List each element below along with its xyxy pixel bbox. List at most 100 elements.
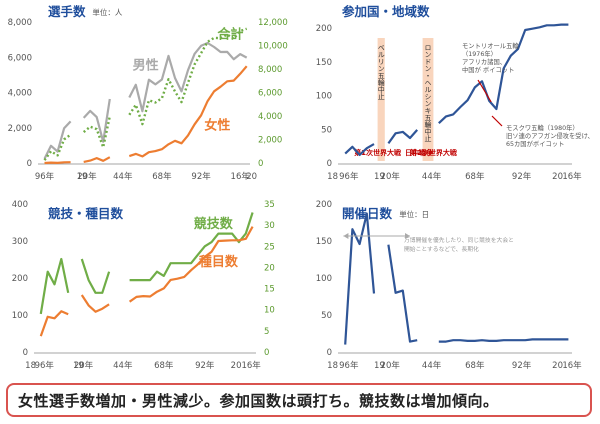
x-tick-label: 18 bbox=[327, 361, 338, 371]
y-tick-label-left: 0 bbox=[27, 159, 32, 169]
series-line bbox=[80, 294, 110, 313]
x-tick-label: 19 bbox=[77, 172, 88, 182]
series-line bbox=[387, 244, 418, 343]
x-tick-label: 44年 bbox=[113, 360, 133, 371]
x-tick-label: 18 bbox=[327, 172, 338, 182]
y-tick-label-left: 4,000 bbox=[8, 89, 32, 99]
x-tick-label: 96年 bbox=[35, 360, 55, 371]
war-band-label: ベルリン五輪中止 bbox=[377, 44, 385, 100]
y-tick-label-left: 150 bbox=[316, 58, 332, 68]
y-tick-label-left: 6,000 bbox=[8, 53, 32, 63]
y-tick-label-left: 0 bbox=[327, 348, 332, 358]
war-band bbox=[422, 38, 434, 161]
series-line bbox=[344, 212, 376, 345]
countries-chart-panel: 参加国・地域数 0 50 100 150 200 18 96年 19 20年 44年 68年 92年 20… bbox=[300, 0, 600, 192]
y-tick-label-left: 100 bbox=[12, 311, 28, 321]
y-tick-label-right: 4,000 bbox=[258, 112, 282, 122]
x-tick-label: 92年 bbox=[512, 360, 532, 371]
sports-chart-panel: 競技・種目数 0 100 200 300 400 0 5 10 15 20 25 30 35 18 96年 19… bbox=[0, 192, 300, 382]
chart-title: 競技・種目数 bbox=[48, 206, 124, 221]
x-tick-label: 18 bbox=[25, 361, 36, 371]
x-tick-label: 96年 bbox=[339, 360, 359, 371]
y-tick-label-left: 50 bbox=[321, 125, 332, 135]
y-tick-label-left: 150 bbox=[316, 237, 332, 247]
y-tick-label-right: 0 bbox=[258, 159, 263, 169]
war-band-label: ロンドン・ヘルシンキ五輪中止 bbox=[424, 44, 432, 142]
war-marker-label: 日中戦争 bbox=[405, 148, 433, 157]
x-tick-label: 92年 bbox=[195, 360, 215, 371]
annotation-expo: 万博開催を優先したり、同じ競技を大会と bbox=[404, 236, 514, 244]
y-tick-label-right: 20 bbox=[264, 263, 275, 273]
x-tick-label: 19 bbox=[73, 361, 84, 371]
series-line bbox=[129, 212, 254, 282]
y-tick-label-right: 15 bbox=[264, 285, 275, 295]
x-tick-label: 20年 bbox=[381, 171, 401, 182]
x-tick-label: 16年 bbox=[562, 360, 582, 371]
series-label: 競技数 bbox=[194, 216, 234, 232]
span-arrow-head bbox=[343, 233, 349, 239]
series-label: 種目数 bbox=[199, 254, 239, 270]
y-tick-label-right: 35 bbox=[264, 200, 275, 210]
series-line bbox=[82, 116, 111, 149]
y-tick-label-left: 0 bbox=[327, 159, 332, 169]
y-tick-label-left: 300 bbox=[12, 237, 28, 247]
annotation-moscow: モスクワ五輪（1980年） bbox=[506, 123, 579, 132]
series-line bbox=[128, 27, 248, 126]
x-tick-label: 20 bbox=[552, 172, 563, 182]
series-line bbox=[43, 133, 72, 161]
series-line bbox=[39, 310, 69, 337]
series-line bbox=[39, 257, 70, 315]
unit-label: 単位：人 bbox=[92, 7, 122, 17]
y-tick-label-left: 8,000 bbox=[8, 18, 32, 28]
series-line bbox=[43, 120, 72, 160]
y-tick-label-right: 6,000 bbox=[258, 89, 282, 99]
x-tick-label: 20年 bbox=[74, 360, 94, 371]
days-chart-panel: 開催日数 単位：日 0 50 100 150 200 18 96年 19 20年 44年 68年 92年 2… bbox=[300, 192, 600, 382]
athletes-chart: 選手数 単位：人 0 2,000 4,000 6,000 8,000 0 2,000 4,000 6… bbox=[8, 4, 288, 182]
y-tick-label-left: 50 bbox=[321, 311, 332, 321]
series-line bbox=[438, 23, 569, 124]
series-label: 女性 bbox=[204, 118, 230, 134]
x-tick-label: 44年 bbox=[422, 360, 442, 371]
summary-caption-box: 女性選手数増加・男性減少。参加国数は頭打ち。競技数は増加傾向。 bbox=[6, 383, 592, 417]
series-line bbox=[83, 156, 111, 163]
series-line bbox=[344, 143, 375, 156]
chart-title: 参加国・地域数 bbox=[342, 4, 430, 19]
annotation-expo: 開始ことするなどで、長期化 bbox=[404, 245, 479, 253]
series-line bbox=[438, 338, 569, 343]
war-marker-label: 第2次世界大戦 bbox=[410, 148, 458, 157]
x-tick-label: 92年 bbox=[512, 171, 532, 182]
annotation-moscow: 旧ソ連のアフガン侵攻を受け、 bbox=[506, 131, 594, 140]
war-marker-label: 第1次世界大戦 bbox=[354, 148, 402, 157]
series-line bbox=[44, 161, 71, 165]
x-tick-label: 44年 bbox=[422, 171, 442, 182]
y-tick-label-right: 10 bbox=[264, 306, 275, 316]
series-line bbox=[80, 258, 111, 294]
x-tick-label: 19 bbox=[374, 172, 385, 182]
summary-caption: 女性選手数増加・男性減少。参加国数は頭打ち。競技数は増加傾向。 bbox=[18, 391, 499, 410]
y-tick-label-right: 30 bbox=[264, 221, 275, 231]
y-tick-label-left: 2,000 bbox=[8, 124, 32, 134]
annotation-montreal: （1976年） bbox=[462, 49, 497, 58]
series-label: 男性 bbox=[133, 58, 159, 74]
annotation-arrow bbox=[477, 79, 492, 103]
x-tick-label: 44年 bbox=[113, 171, 133, 182]
y-tick-label-right: 10,000 bbox=[258, 42, 288, 52]
y-tick-label-right: 12,000 bbox=[258, 18, 288, 28]
annotation-montreal: アフリカ諸国、 bbox=[462, 57, 506, 66]
series-line bbox=[82, 98, 111, 143]
x-tick-label: 16年 bbox=[562, 171, 582, 182]
x-tick-label: 20 bbox=[552, 361, 563, 371]
y-tick-label-left: 100 bbox=[316, 92, 332, 102]
athletes-chart-panel: 選手数 単位：人 0 2,000 4,000 6,000 8,000 0 2,000 4,000 6… bbox=[0, 0, 300, 192]
y-tick-label-left: 400 bbox=[12, 200, 28, 210]
unit-label: 単位：日 bbox=[399, 209, 429, 219]
series-line bbox=[128, 226, 254, 303]
x-tick-label: 16年 bbox=[231, 171, 251, 182]
annotation-montreal: 中国が ボイコット bbox=[462, 65, 514, 74]
y-tick-label-left: 0 bbox=[23, 348, 28, 358]
chart-title: 選手数 bbox=[48, 4, 86, 19]
span-arrow-head bbox=[405, 233, 410, 239]
